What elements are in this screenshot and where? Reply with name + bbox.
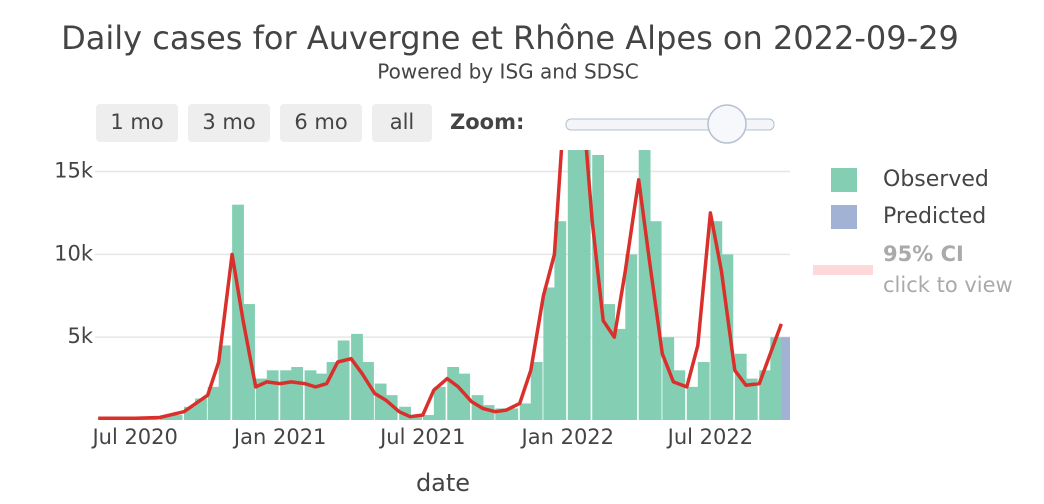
bar: [291, 366, 304, 420]
legend-ci[interactable]: 95% CI click to view: [813, 242, 1013, 297]
bar: [578, 150, 591, 420]
bar: [554, 221, 567, 420]
button-bg: [96, 104, 178, 142]
bar: [315, 373, 328, 420]
y-tick-label: 5k: [67, 324, 93, 348]
y-tick-label: 15k: [54, 159, 94, 183]
bar: [625, 254, 638, 420]
bar: [614, 328, 627, 420]
legend-label: Predicted: [883, 204, 986, 229]
bar: [770, 337, 783, 420]
x-tick-label: Jul 2020: [90, 425, 177, 449]
legend-label: Observed: [883, 167, 989, 192]
bar: [207, 386, 220, 420]
bar: [686, 386, 699, 420]
bar: [721, 254, 734, 420]
bar: [159, 416, 172, 420]
range-button[interactable]: 1 mo: [96, 104, 178, 142]
bar: [458, 373, 471, 420]
bar: [195, 398, 207, 420]
bar: [351, 333, 363, 420]
zoom-label: Zoom:: [450, 110, 524, 134]
x-tick-label: Jan 2021: [232, 425, 327, 449]
y-tick-label: 10k: [54, 241, 94, 265]
button-label: 6 mo: [294, 110, 347, 134]
bar: [781, 337, 790, 420]
legend-swatch: [831, 168, 857, 192]
chart-subtitle: Powered by ISG and SDSC: [377, 60, 638, 84]
bar: [638, 150, 651, 420]
bar: [759, 370, 772, 420]
bar: [385, 395, 398, 420]
legend-ci-label: 95% CI: [883, 242, 964, 266]
bar: [734, 353, 747, 420]
bar: [603, 304, 616, 420]
button-label: 1 mo: [110, 110, 163, 134]
button-bg: [188, 104, 270, 142]
bar: [673, 370, 686, 420]
range-buttons: 1 mo 3 mo 6 mo all: [96, 104, 432, 142]
button-label: all: [390, 110, 415, 134]
bar: [337, 340, 350, 420]
bar: [710, 221, 723, 420]
bar: [447, 366, 460, 420]
button-bg: [280, 104, 362, 142]
bar: [170, 415, 183, 420]
legend-item[interactable]: Predicted: [831, 204, 986, 229]
bar: [506, 408, 519, 420]
legend: Observed Predicted 95% CI click to view: [813, 167, 1013, 297]
bar: [471, 395, 484, 420]
bar: [433, 386, 446, 420]
bar: [362, 362, 374, 420]
bar: [530, 362, 543, 420]
slider-handle[interactable]: [707, 104, 747, 144]
bar: [745, 378, 758, 420]
bar: [697, 362, 710, 420]
legend-ci-hint: click to view: [883, 273, 1013, 297]
bar: [304, 370, 317, 420]
bar: [255, 378, 268, 420]
bar: [495, 408, 508, 420]
bar: [543, 287, 556, 420]
bar: [232, 204, 244, 420]
button-bg: [372, 104, 432, 142]
bar: [280, 370, 292, 420]
bar: [422, 415, 435, 420]
x-tick-label: Jan 2022: [520, 425, 615, 449]
trend-line: [98, 150, 783, 420]
x-axis-label: date: [416, 469, 470, 497]
chart-title: Daily cases for Auvergne et Rhône Alpes …: [61, 19, 959, 57]
bar: [482, 405, 495, 420]
bar: [662, 337, 675, 420]
legend-item[interactable]: Observed: [831, 167, 989, 192]
zoom-slider[interactable]: [565, 104, 775, 144]
bar: [243, 304, 255, 420]
bar: [519, 403, 532, 420]
bar: [184, 406, 196, 420]
x-tick-label: Jul 2021: [378, 425, 465, 449]
bar: [218, 345, 231, 420]
range-button[interactable]: 6 mo: [280, 104, 362, 142]
range-button[interactable]: all: [372, 104, 432, 142]
bar: [649, 221, 662, 420]
bar: [567, 150, 580, 420]
x-tick-label: Jul 2022: [666, 425, 753, 449]
legend-swatch: [831, 205, 857, 229]
button-label: 3 mo: [202, 110, 255, 134]
bar: [326, 362, 339, 420]
bar: [266, 370, 279, 420]
range-button[interactable]: 3 mo: [188, 104, 270, 142]
bar: [374, 383, 387, 420]
